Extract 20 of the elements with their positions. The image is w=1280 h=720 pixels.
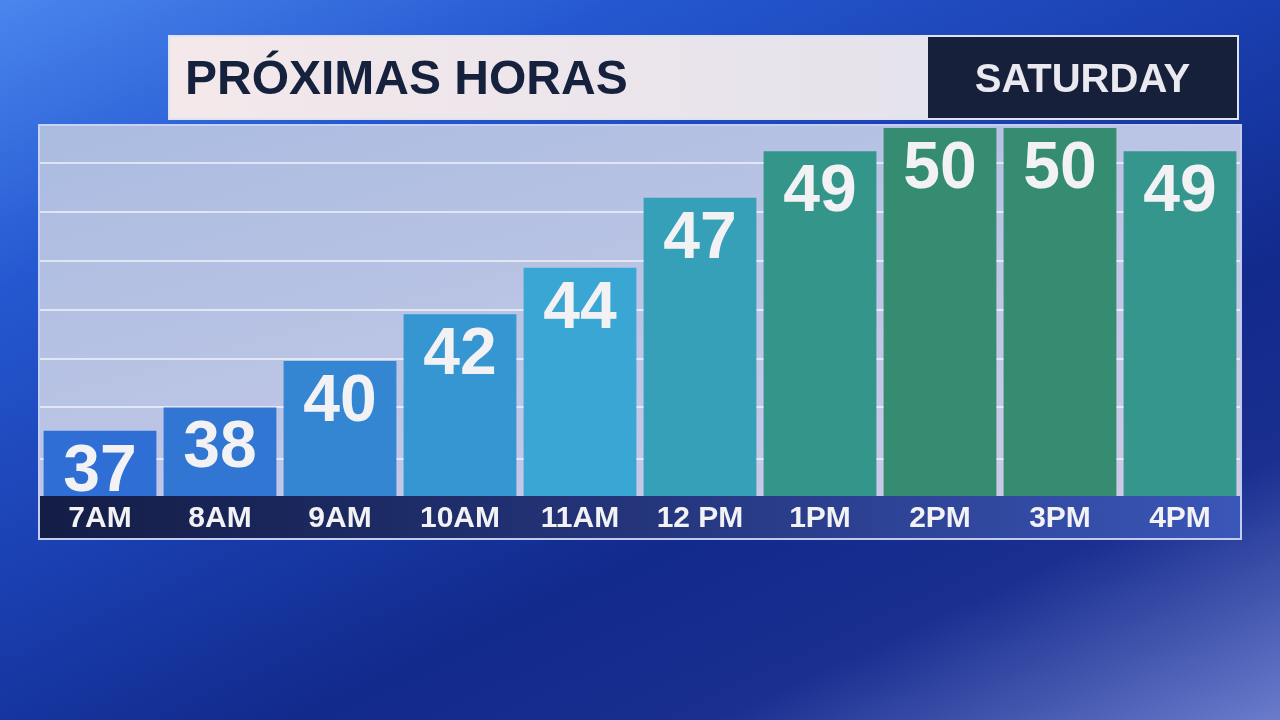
chart-subtitle: SATURDAY <box>974 55 1191 100</box>
data-label: 49 <box>1143 151 1217 226</box>
x-tick-label: 4PM <box>1149 500 1211 534</box>
data-label: 44 <box>543 267 617 342</box>
chart-title: PRÓXIMAS HORAS <box>185 50 628 104</box>
data-label: 47 <box>663 197 737 272</box>
x-tick-label: 1PM <box>789 500 851 534</box>
x-tick-label: 2PM <box>909 500 971 534</box>
x-tick-label: 12 PM <box>656 500 744 534</box>
data-label: 42 <box>423 314 497 389</box>
data-label: 49 <box>783 151 857 226</box>
data-label: 50 <box>1023 128 1097 202</box>
data-label: 50 <box>903 128 977 202</box>
x-tick-label: 9AM <box>308 500 372 534</box>
data-label: 40 <box>303 360 377 435</box>
x-tick-label: 3PM <box>1029 500 1091 534</box>
x-tick-label: 10AM <box>419 500 501 534</box>
data-label: 38 <box>183 407 257 482</box>
x-tick-label: 11AM <box>540 500 620 534</box>
x-tick-label: 8AM <box>188 500 252 534</box>
